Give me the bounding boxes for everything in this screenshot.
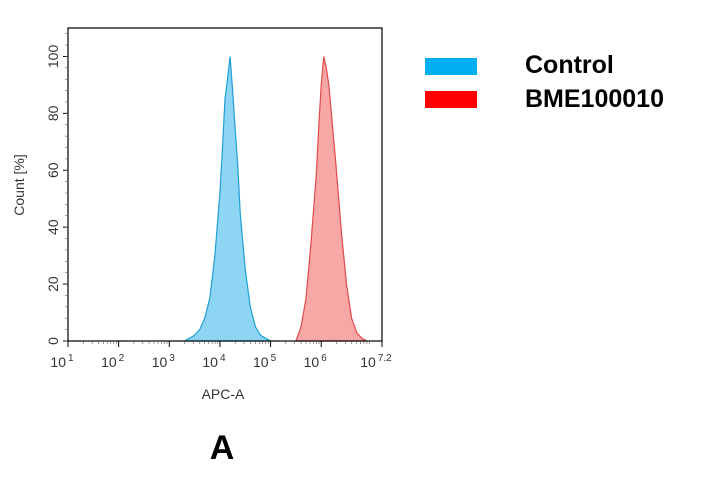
x-tick-label: 10 6 xyxy=(304,353,328,370)
x-tick-label: 10 5 xyxy=(253,353,277,370)
x-tick-label: 10 1 xyxy=(50,353,74,370)
x-tick-label: 10 4 xyxy=(202,353,226,370)
histogram-bme100010 xyxy=(295,56,368,342)
y-tick-label: 0 xyxy=(45,337,61,345)
y-tick-label: 40 xyxy=(45,219,61,235)
legend-swatch-control xyxy=(425,58,477,75)
histogram-control xyxy=(182,56,273,342)
y-axis-label: Count [%] xyxy=(11,154,27,215)
legend-label-bme100010: BME100010 xyxy=(525,85,664,113)
axes: 0 20 40 60 80 100 10 1 10 2 10 3 10 4 10 5 10 6 10 7.2 xyxy=(45,33,392,370)
x-tick-label: 10 3 xyxy=(152,353,176,370)
panel-label: A xyxy=(210,429,235,467)
plot-area xyxy=(182,56,368,342)
plot-frame xyxy=(67,27,383,342)
legend-swatch-bme100010 xyxy=(425,91,477,108)
legend-label-control: Control xyxy=(525,51,614,79)
y-tick-label: 80 xyxy=(45,105,61,121)
y-tick-label: 100 xyxy=(45,45,61,69)
y-tick-label: 20 xyxy=(45,276,61,292)
x-tick-label: 10 2 xyxy=(101,353,125,370)
x-tick-label: 10 7.2 xyxy=(360,353,392,370)
y-tick-label: 60 xyxy=(45,162,61,178)
x-axis-label: APC-A xyxy=(202,386,245,402)
legend: Control BME100010 xyxy=(425,51,664,113)
